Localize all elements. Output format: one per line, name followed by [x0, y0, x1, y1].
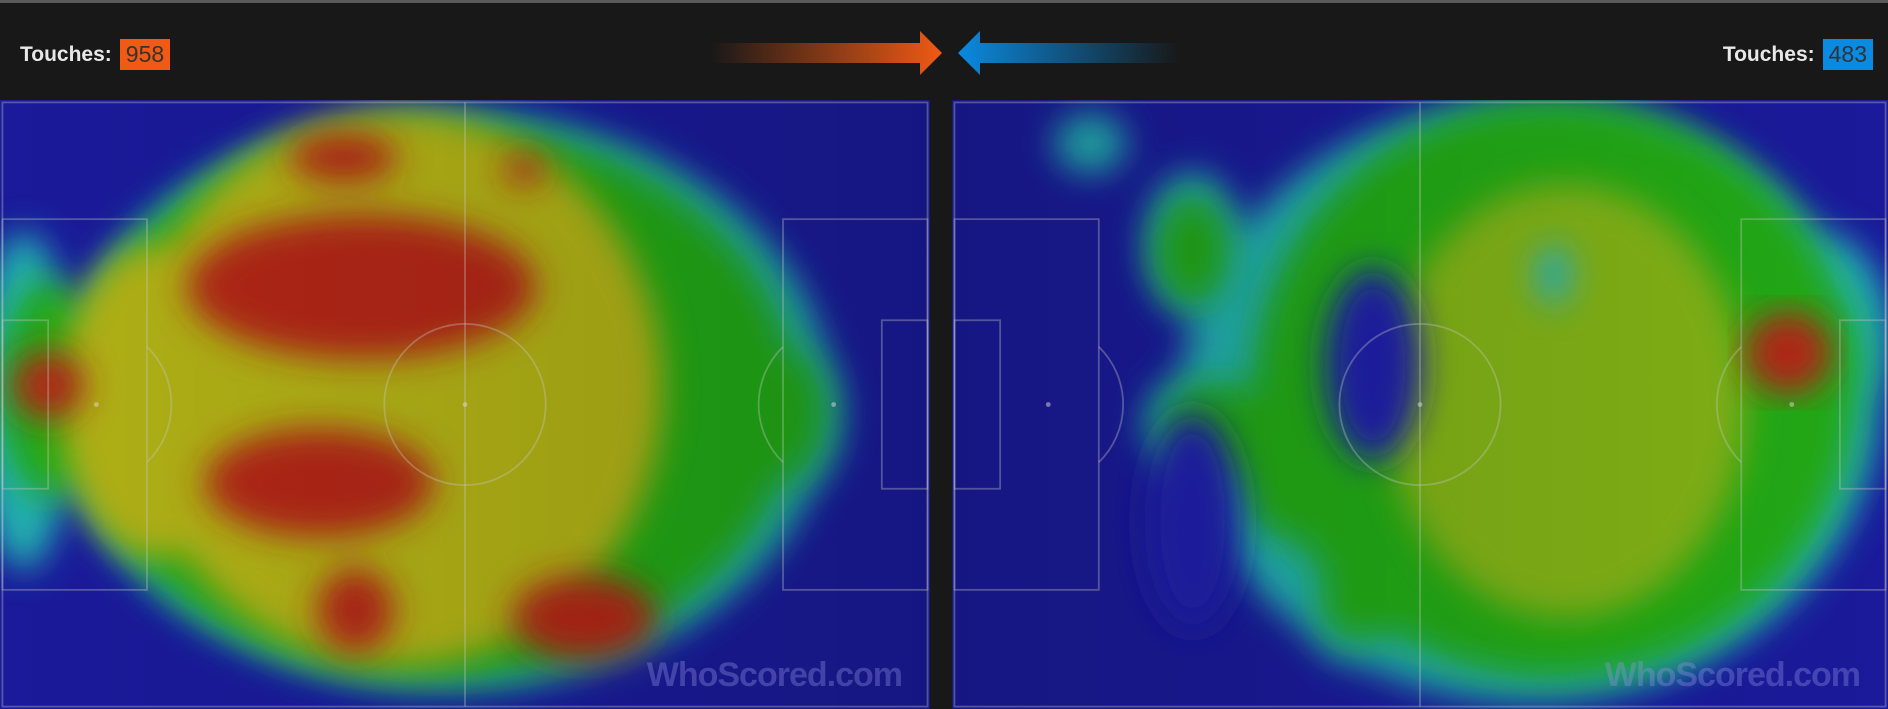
away-heatmap-pitch: WhoScored.com: [952, 100, 1888, 709]
pitch-markings: [1, 101, 929, 708]
home-touches-badge: 958: [119, 39, 171, 70]
watermark: WhoScored.com: [1604, 656, 1861, 694]
heatmap-layer: [1144, 244, 1571, 630]
home-touches: Touches: 958: [20, 39, 171, 70]
top-divider: [0, 0, 1888, 3]
away-touches-label: Touches:: [1722, 42, 1815, 66]
away-touches: Touches: 483: [1723, 39, 1873, 70]
watermark: WhoScored.com: [646, 656, 903, 694]
away-touches-badge: 483: [1822, 39, 1873, 70]
header-bar: Touches: 958 Touches: 483: [0, 3, 1888, 100]
home-heatmap-pitch: WhoScored.com: [0, 100, 930, 709]
home-arrow-right-icon: [710, 31, 942, 75]
pitch-markings: [953, 101, 1887, 708]
away-arrow-left-icon: [958, 31, 1180, 75]
attack-direction-arrows: [710, 31, 1180, 75]
home-touches-label: Touches:: [20, 42, 112, 66]
